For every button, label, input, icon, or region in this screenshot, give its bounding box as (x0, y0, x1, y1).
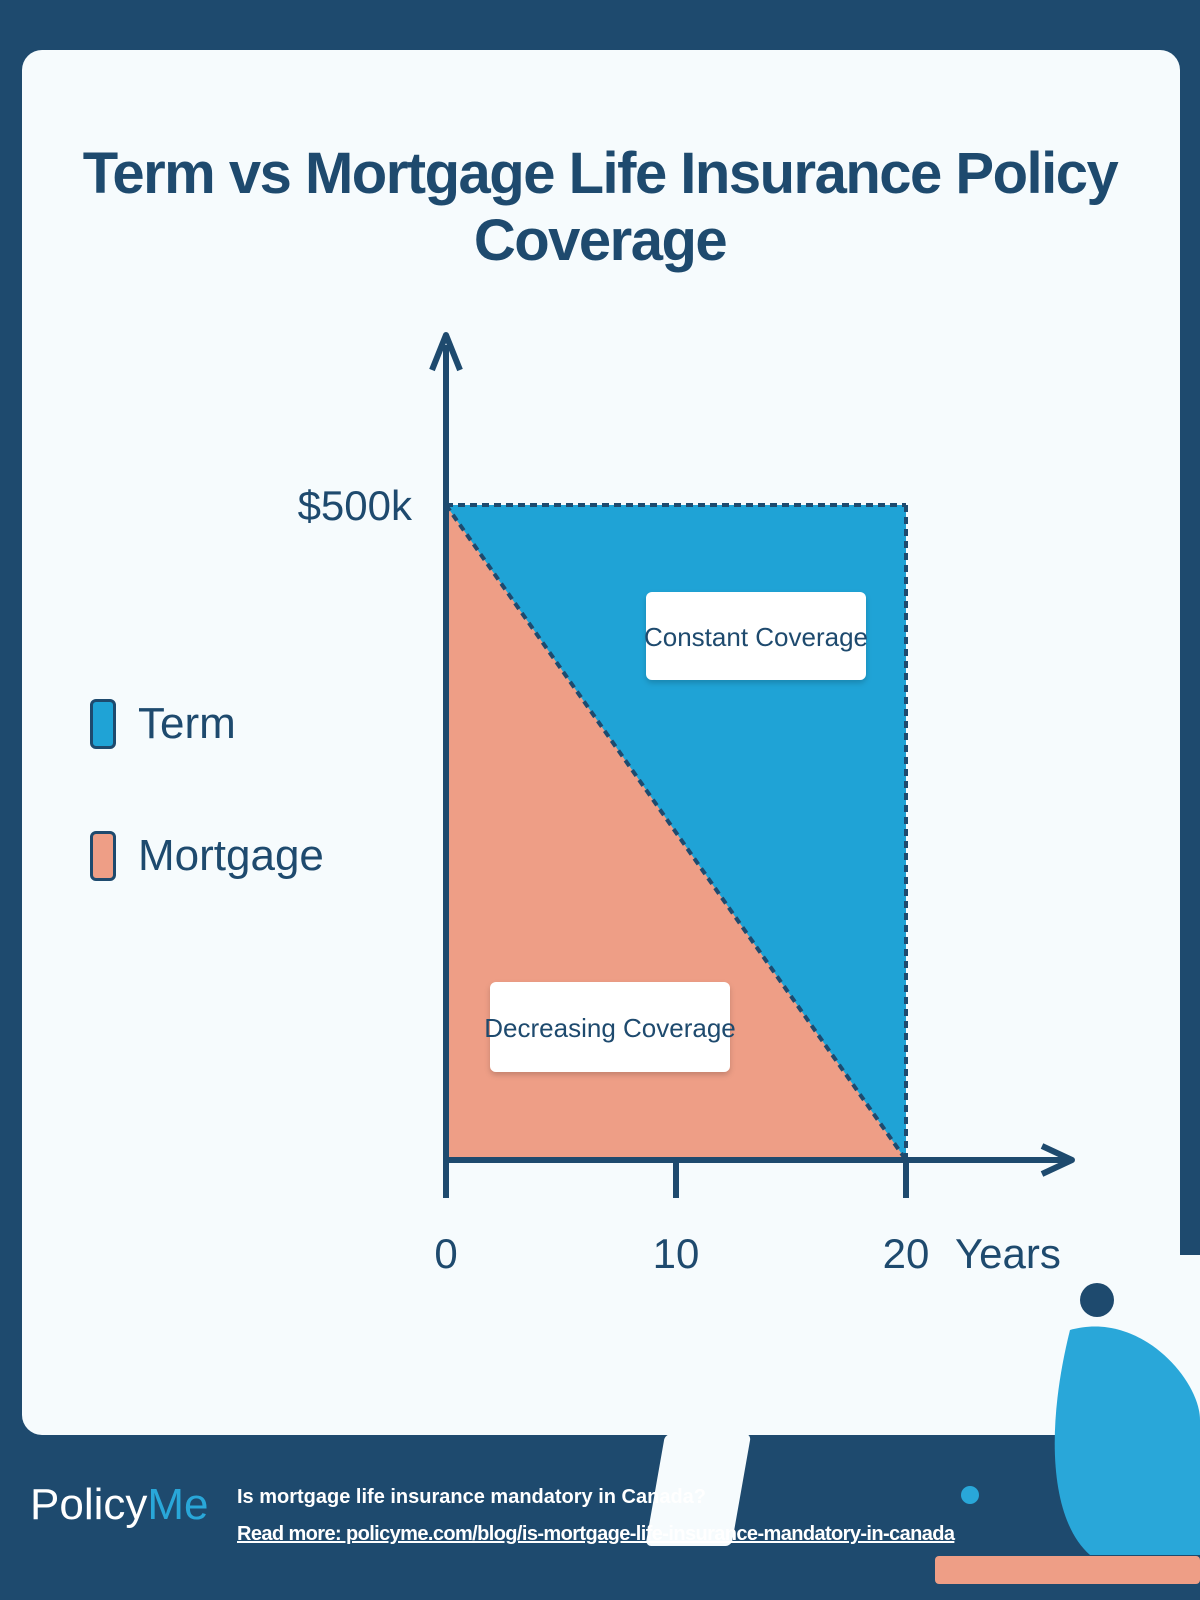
policyme-logo: PolicyMe (30, 1480, 209, 1530)
desk (935, 1556, 1200, 1584)
chart-title: Term vs Mortgage Life Insurance Policy C… (82, 141, 1119, 273)
legend-label-term: Term (138, 699, 236, 748)
legend-label-mortgage: Mortgage (138, 831, 324, 880)
y-axis-arrow (429, 332, 463, 372)
mortgage-diagonal-line (444, 503, 908, 1162)
annotation-constant-coverage: Constant Coverage (644, 592, 868, 680)
laptop-logo (961, 1486, 979, 1504)
y-tick-label-500k: $500k (298, 482, 413, 529)
legend-item-mortgage: Mortgage (90, 826, 324, 886)
footer-question: Is mortgage life insurance mandatory in … (237, 1486, 707, 1508)
x-axis-label: Years (955, 1230, 1061, 1277)
x-tick-label-20: 20 (883, 1230, 930, 1277)
annotation-text-decreasing: Decreasing Coverage (484, 1013, 735, 1043)
laptop-screen (646, 1434, 751, 1546)
x-tick-label-0: 0 (434, 1230, 457, 1277)
legend-swatch-term (90, 699, 116, 749)
annotation-text-constant: Constant Coverage (644, 622, 868, 652)
annotation-box-decreasing (490, 982, 730, 1072)
brand-me: Me (147, 1480, 209, 1529)
person-head (1080, 1283, 1114, 1317)
annotation-decreasing-coverage: Decreasing Coverage (484, 982, 736, 1072)
legend-swatch-mortgage (90, 831, 116, 881)
x-axis-arrow (1040, 1143, 1075, 1177)
person-body (1054, 1326, 1200, 1555)
x-tick-label-10: 10 (653, 1230, 700, 1277)
brand-policy: Policy (30, 1480, 148, 1529)
legend-item-term: Term (90, 694, 236, 754)
annotation-box-constant (646, 592, 866, 680)
footer-read-more-link[interactable]: Read more: policyme.com/blog/is-mortgage… (237, 1523, 955, 1545)
